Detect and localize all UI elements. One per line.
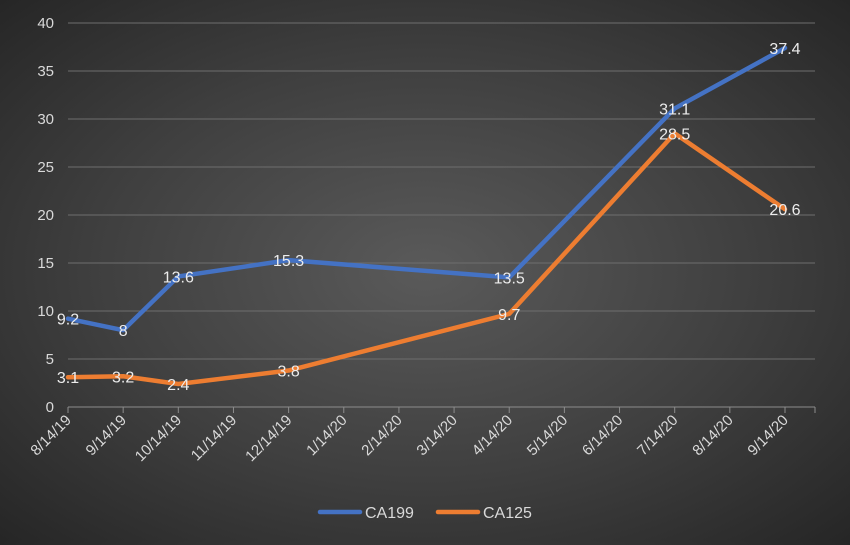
y-tick-label: 20 <box>37 207 54 224</box>
data-label: 15.3 <box>273 253 304 270</box>
x-tick-label: 12/14/19 <box>242 412 295 465</box>
x-tick-label: 10/14/19 <box>132 412 185 465</box>
series-line-ca199 <box>65 45 788 333</box>
data-label: 8 <box>119 323 128 340</box>
x-tick-label: 8/14/19 <box>27 412 74 459</box>
y-tick-label: 15 <box>37 255 54 272</box>
y-tick-label: 35 <box>37 63 54 80</box>
data-label: 20.6 <box>769 202 800 219</box>
data-label: 13.6 <box>163 269 194 286</box>
data-label: 9.2 <box>57 312 79 329</box>
x-tick-label: 3/14/20 <box>413 412 460 459</box>
y-tick-label: 5 <box>46 351 54 368</box>
y-tick-label: 30 <box>37 111 54 128</box>
x-tick-label: 8/14/20 <box>689 412 736 459</box>
data-label: 9.7 <box>498 307 520 324</box>
data-label: 13.5 <box>494 270 525 287</box>
legend-label-ca199: CA199 <box>365 505 414 522</box>
data-label: 31.1 <box>659 101 690 118</box>
legend-label-ca125: CA125 <box>483 505 532 522</box>
y-tick-label: 10 <box>37 303 54 320</box>
data-label: 28.5 <box>659 126 690 143</box>
data-label: 37.4 <box>769 41 800 58</box>
y-tick-label: 25 <box>37 159 54 176</box>
data-label: 3.2 <box>112 369 134 386</box>
x-tick-label: 9/14/20 <box>744 412 791 459</box>
series-line-ca125 <box>65 131 788 387</box>
x-tick-label: 2/14/20 <box>358 412 405 459</box>
data-label: 3.8 <box>277 364 299 381</box>
y-tick-label: 0 <box>46 399 54 416</box>
y-tick-label: 40 <box>37 15 54 32</box>
data-label: 3.1 <box>57 370 79 387</box>
x-tick-label: 7/14/20 <box>634 412 681 459</box>
x-tick-label: 11/14/19 <box>188 412 241 465</box>
x-tick-label: 6/14/20 <box>579 412 626 459</box>
x-tick-label: 5/14/20 <box>524 412 571 459</box>
x-tick-label: 1/14/20 <box>303 412 350 459</box>
x-tick-label: 4/14/20 <box>469 412 516 459</box>
data-label: 2.4 <box>167 377 189 394</box>
x-tick-label: 9/14/19 <box>83 412 130 459</box>
